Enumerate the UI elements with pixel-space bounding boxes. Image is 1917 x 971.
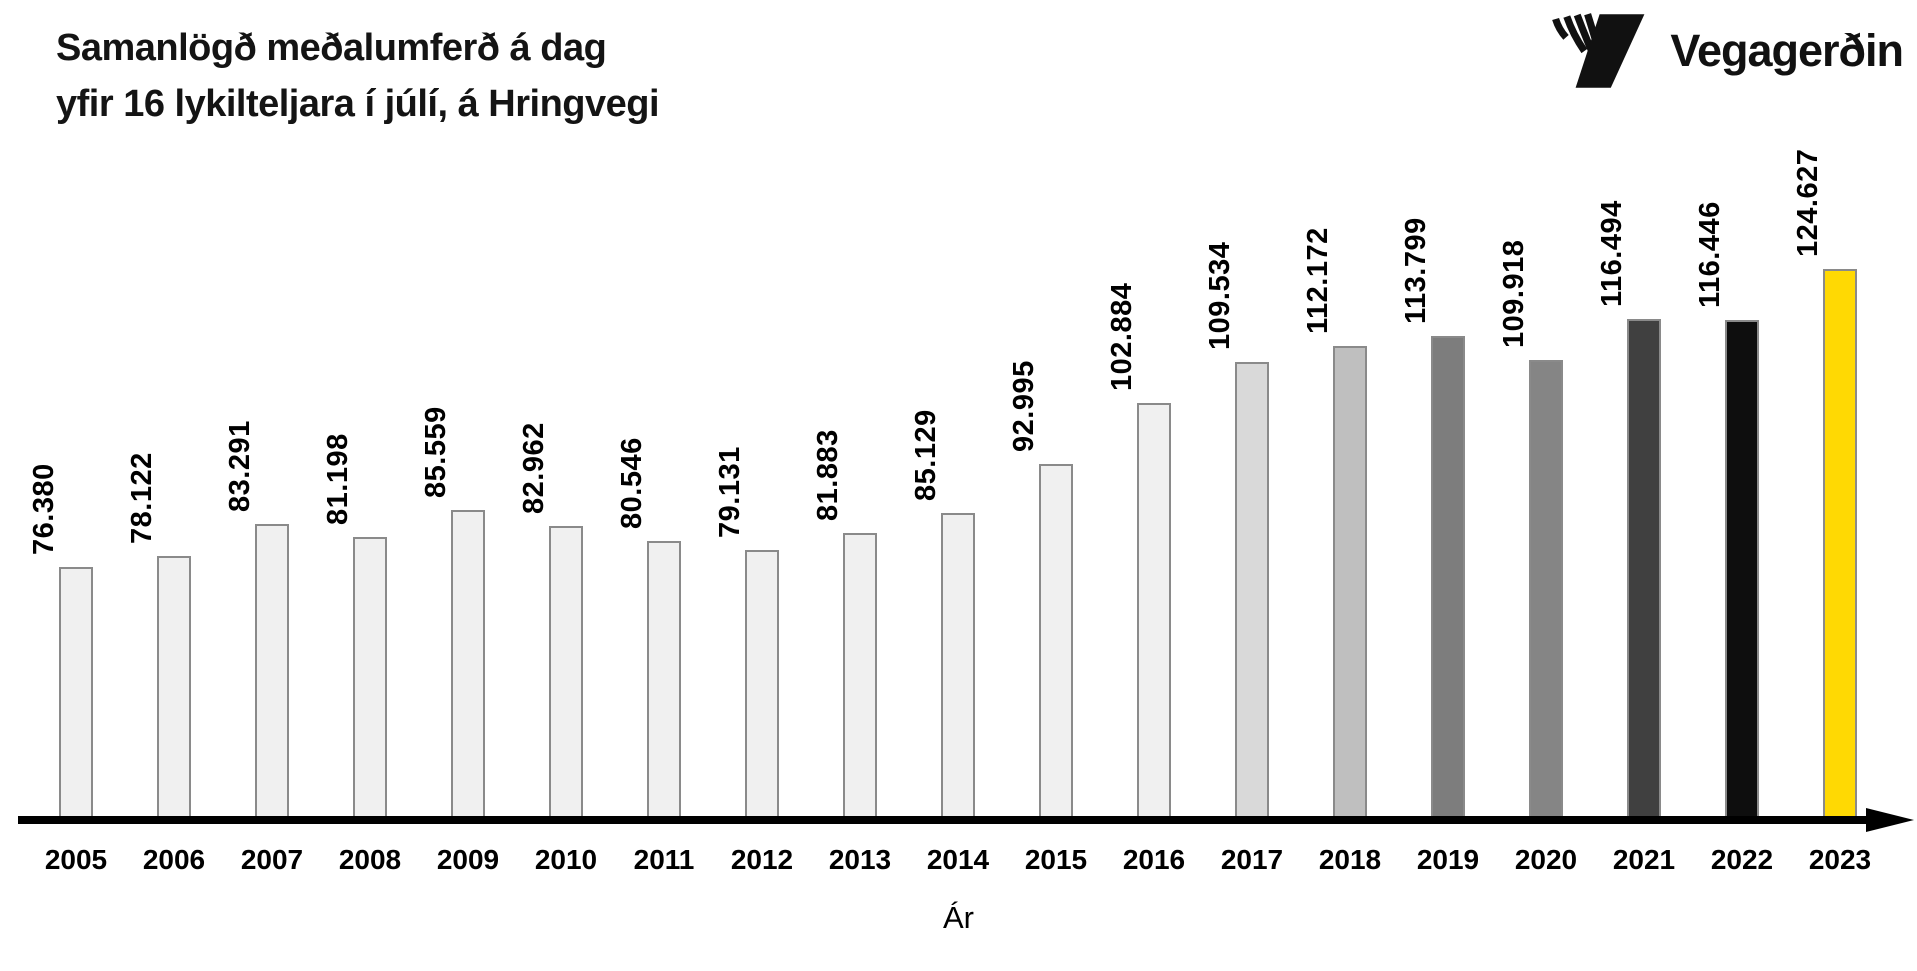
bar-2005 xyxy=(59,567,93,822)
bar-value-label-2018: 112.172 xyxy=(1302,227,1334,334)
bar-value-label-2009: 85.559 xyxy=(420,406,452,498)
bar-2010 xyxy=(549,526,583,822)
x-axis-title: Ár xyxy=(943,900,974,935)
bar-2007 xyxy=(255,524,289,822)
bar-value-label-2013: 81.883 xyxy=(812,429,844,521)
bar-value-label-2022: 116.446 xyxy=(1694,201,1726,308)
x-tick-label-2006: 2006 xyxy=(142,844,206,875)
bar-2009 xyxy=(451,510,485,822)
bar-2015 xyxy=(1039,464,1073,822)
x-tick-label-2013: 2013 xyxy=(828,844,892,875)
bar-2021 xyxy=(1627,319,1661,822)
bar-2011 xyxy=(647,541,681,822)
chart-title-line2: yfir 16 lykilteljara í júlí, á Hringvegi xyxy=(56,83,660,125)
bar-2020 xyxy=(1529,360,1563,822)
chart-title-line1: Samanlögð meðalumferð á dag xyxy=(56,27,607,69)
bar-value-label-2010: 82.962 xyxy=(518,422,550,514)
x-tick-label-2007: 2007 xyxy=(240,844,304,875)
bar-value-label-2019: 113.799 xyxy=(1400,217,1432,324)
x-axis-arrowhead xyxy=(1866,808,1914,832)
bar-2012 xyxy=(745,550,779,822)
bar-2018 xyxy=(1333,346,1367,822)
bar-value-label-2011: 80.546 xyxy=(616,437,648,529)
bar-2013 xyxy=(843,533,877,822)
x-tick-label-2019: 2019 xyxy=(1416,844,1480,875)
bar-2014 xyxy=(941,513,975,822)
x-tick-label-2017: 2017 xyxy=(1220,844,1284,875)
x-tick-label-2015: 2015 xyxy=(1024,844,1088,875)
x-axis-line xyxy=(18,816,1874,824)
vegagerdin-logo: Vegagerðin xyxy=(1550,10,1904,92)
x-tick-label-2010: 2010 xyxy=(534,844,598,875)
x-tick-label-2005: 2005 xyxy=(44,844,108,875)
bar-value-label-2008: 81.198 xyxy=(322,433,354,525)
bar-value-label-2017: 109.534 xyxy=(1204,241,1236,350)
x-tick-label-2021: 2021 xyxy=(1612,844,1676,875)
bar-2022 xyxy=(1725,320,1759,822)
bar-value-label-2005: 76.380 xyxy=(28,463,60,555)
bar-value-label-2014: 85.129 xyxy=(910,409,942,501)
bar-2016 xyxy=(1137,403,1171,822)
bar-value-label-2020: 109.918 xyxy=(1498,239,1530,348)
x-tick-label-2018: 2018 xyxy=(1318,844,1382,875)
x-tick-label-2022: 2022 xyxy=(1710,844,1774,875)
bar-value-label-2012: 79.131 xyxy=(714,446,746,538)
x-tick-label-2009: 2009 xyxy=(436,844,500,875)
x-tick-label-2023: 2023 xyxy=(1808,844,1872,875)
bar-2023 xyxy=(1823,269,1857,822)
x-tick-label-2014: 2014 xyxy=(926,844,990,875)
bar-2019 xyxy=(1431,336,1465,822)
vegagerdin-road-stripes-icon xyxy=(1552,13,1645,88)
chart-title: Samanlögð meðalumferð á dag yfir 16 lyki… xyxy=(56,20,660,132)
x-tick-label-2016: 2016 xyxy=(1122,844,1186,875)
bar-2008 xyxy=(353,537,387,822)
bar-value-label-2015: 92.995 xyxy=(1008,360,1040,452)
bar-value-label-2007: 83.291 xyxy=(224,420,256,512)
x-tick-label-2012: 2012 xyxy=(730,844,794,875)
vegagerdin-logo-text: Vegagerðin xyxy=(1670,25,1904,76)
bar-value-label-2021: 116.494 xyxy=(1596,200,1628,307)
bar-value-label-2016: 102.884 xyxy=(1106,282,1138,391)
bar-2017 xyxy=(1235,362,1269,822)
x-tick-label-2008: 2008 xyxy=(338,844,402,875)
x-tick-label-2011: 2011 xyxy=(633,844,695,875)
bar-2006 xyxy=(157,556,191,822)
x-tick-label-2020: 2020 xyxy=(1514,844,1578,875)
bar-value-label-2006: 78.122 xyxy=(126,452,158,544)
bar-value-label-2023: 124.627 xyxy=(1792,148,1824,257)
